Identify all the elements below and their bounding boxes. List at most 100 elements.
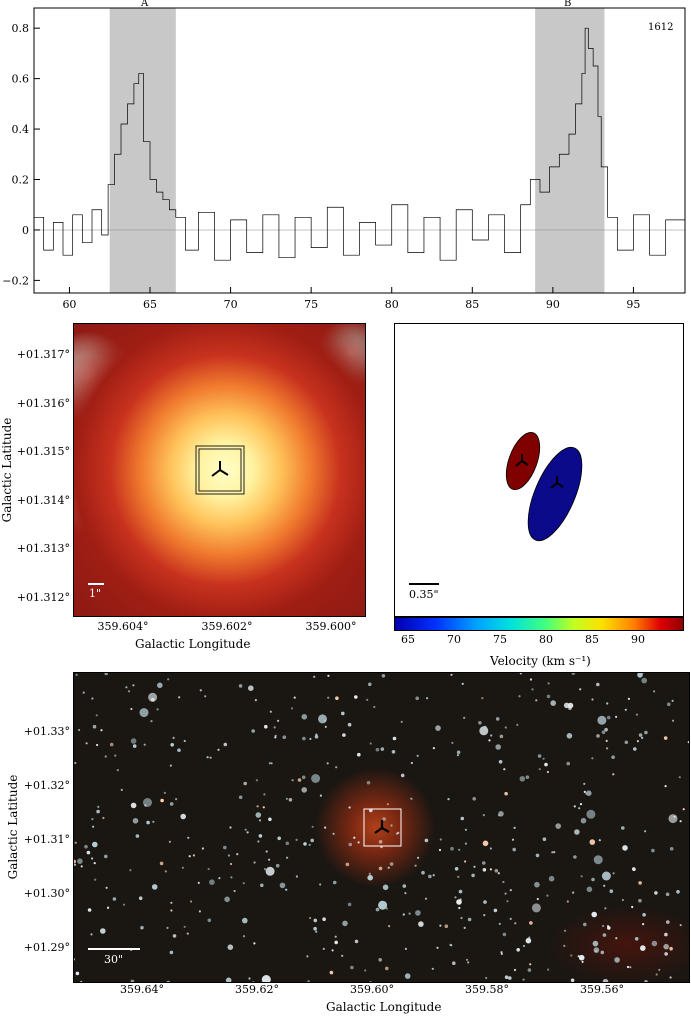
star [157,682,163,689]
star [324,826,327,829]
y-tick-label: 0.2 [12,174,30,187]
star [598,839,601,842]
star [164,870,167,873]
star [198,910,201,913]
star [366,780,371,785]
star [380,747,385,751]
star [122,903,126,906]
star [591,911,597,918]
star [301,787,307,793]
star [669,946,673,951]
star [172,736,175,739]
zoom-xlabel: Galactic Longitude [135,637,251,651]
star [566,900,569,903]
star [450,673,453,676]
star [369,742,372,745]
star [242,917,248,924]
star [138,896,143,900]
star [135,834,140,838]
star [439,924,442,927]
star [454,896,457,899]
star [183,739,186,743]
star [490,734,493,737]
star [257,840,260,843]
star [256,805,259,808]
star [410,797,413,800]
star [327,696,330,699]
star [481,697,484,700]
star [482,861,486,865]
star [268,762,271,765]
star [132,818,139,824]
star [516,723,519,726]
star [167,678,170,681]
star [345,862,350,867]
star [104,755,107,758]
star [92,724,97,729]
star [303,842,307,846]
star [285,888,288,891]
star [367,874,374,881]
star [322,947,325,950]
star [163,791,166,794]
star [586,790,592,796]
star [638,733,643,737]
star [679,820,682,823]
star [366,698,369,701]
star [602,978,609,982]
star [230,862,233,866]
star [546,894,549,897]
y-tick-label: +01.32° [23,779,70,792]
star [570,954,573,957]
star [542,837,547,841]
star [275,863,280,868]
star [519,673,522,675]
colorbar-label: Velocity (km s⁻¹) [490,654,591,668]
star [504,791,508,796]
star [159,861,164,866]
star [146,820,150,825]
star [274,736,277,739]
star [478,721,482,725]
star [192,854,195,857]
star [319,794,322,797]
star [282,735,287,739]
star [570,978,575,982]
x-tick-label: 80 [385,298,399,310]
star [246,831,249,834]
star [502,932,507,937]
star [402,884,407,888]
star [463,716,466,719]
star [634,937,639,941]
star [418,921,424,927]
star [169,764,172,767]
star [318,714,327,724]
star [458,889,463,894]
star [172,934,177,938]
star [148,692,158,702]
star [626,965,630,969]
star [342,733,346,737]
star [638,881,642,885]
star [464,828,467,831]
star [591,757,594,760]
wide-field-panel: 30" [73,672,690,983]
star [601,730,606,734]
star [529,963,532,966]
star [140,925,144,930]
star [465,958,469,961]
star [242,935,246,938]
star [529,678,533,681]
star [132,744,137,748]
star [538,768,541,771]
star [378,840,383,844]
star [322,917,326,921]
star [152,820,155,823]
velocity-colorbar [394,617,684,631]
star [528,936,531,939]
star [482,814,485,817]
shaded-band-1 [535,8,605,293]
star [516,948,520,952]
star [586,886,593,893]
star [334,935,337,938]
